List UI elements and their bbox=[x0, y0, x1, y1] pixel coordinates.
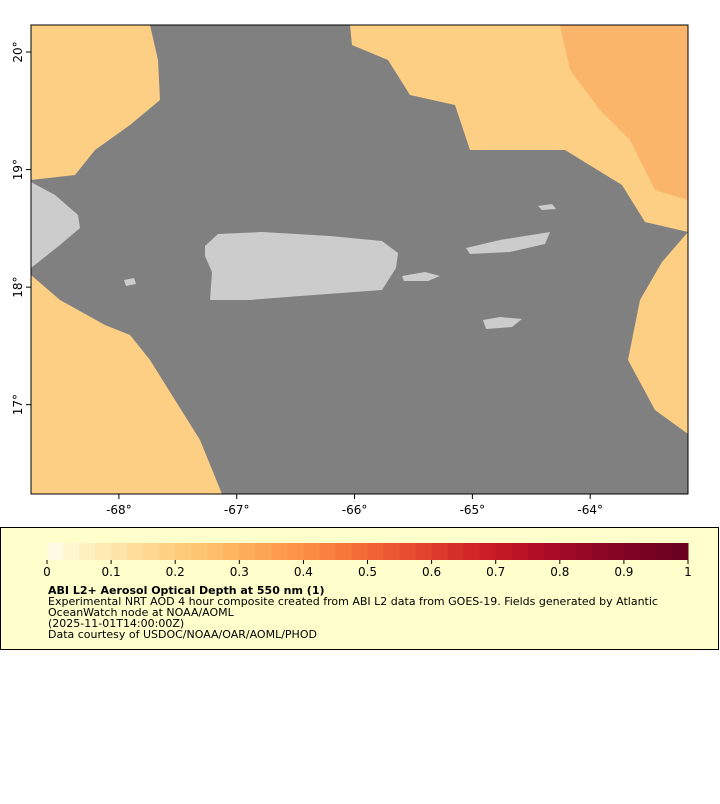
colorbar-segment bbox=[191, 543, 208, 560]
colorbar-segment bbox=[495, 543, 513, 560]
aerosol-field bbox=[560, 25, 688, 200]
colorbar-segment bbox=[223, 543, 240, 560]
colorbar-segment bbox=[511, 543, 529, 560]
land bbox=[205, 232, 398, 300]
colorbar-tick-label: 0.7 bbox=[486, 565, 505, 579]
map-frame bbox=[30, 24, 689, 495]
colorbar-segment bbox=[351, 543, 368, 560]
y-tick-label: 19° bbox=[11, 159, 25, 180]
land bbox=[466, 232, 550, 254]
x-tick-label: -68° bbox=[106, 503, 132, 517]
legend-title: ABI L2+ Aerosol Optical Depth at 550 nm … bbox=[48, 584, 325, 597]
colorbar-segment bbox=[255, 543, 272, 560]
colorbar-tick-label: 0.3 bbox=[230, 565, 249, 579]
x-tick-label: -64° bbox=[577, 503, 603, 517]
aerosol-field bbox=[31, 25, 160, 180]
colorbar-segment bbox=[447, 543, 465, 560]
legend-line: (2025-11-01T14:00:00Z) bbox=[48, 617, 184, 630]
colorbar-segment bbox=[431, 543, 449, 560]
colorbar-segment bbox=[607, 543, 625, 560]
colorbar-segment bbox=[575, 543, 593, 560]
colorbar-segment bbox=[159, 543, 176, 560]
colorbar-segment bbox=[47, 543, 64, 560]
colorbar-segment bbox=[415, 543, 433, 560]
colorbar-segment bbox=[175, 543, 192, 560]
colorbar-segment bbox=[655, 543, 673, 560]
colorbar-segment bbox=[591, 543, 609, 560]
colorbar-tick-label: 0.2 bbox=[166, 565, 185, 579]
colorbar-tick-label: 0.1 bbox=[102, 565, 121, 579]
colorbar-segment bbox=[127, 543, 144, 560]
colorbar-tick-label: 0.4 bbox=[294, 565, 313, 579]
colorbar-segment bbox=[335, 543, 352, 560]
colorbar-segment bbox=[95, 543, 112, 560]
x-tick-label: -67° bbox=[224, 503, 250, 517]
colorbar-segment bbox=[623, 543, 641, 560]
colorbar: 0 0.1 0.2 0.3 0.4 0.5 0.6 0.7 0.8 0.9 1 bbox=[43, 543, 692, 579]
colorbar-tick-label: 0.5 bbox=[358, 565, 377, 579]
colorbar-tick-label: 0.8 bbox=[550, 565, 569, 579]
legend-line: Data courtesy of USDOC/NOAA/OAR/AOML/PHO… bbox=[48, 628, 317, 641]
colorbar-tick-label: 0 bbox=[43, 565, 51, 579]
y-tick-label: 18° bbox=[11, 276, 25, 297]
colorbar-segment bbox=[239, 543, 256, 560]
colorbar-segment bbox=[303, 543, 320, 560]
colorbar-segment bbox=[527, 543, 545, 560]
colorbar-segment bbox=[671, 543, 689, 560]
colorbar-segment bbox=[479, 543, 497, 560]
colorbar-segment bbox=[559, 543, 577, 560]
colorbar-segment bbox=[111, 543, 128, 560]
map bbox=[31, 25, 688, 494]
x-tick-label: -66° bbox=[342, 503, 368, 517]
colorbar-segment bbox=[207, 543, 224, 560]
colorbar-segment bbox=[463, 543, 481, 560]
colorbar-segment bbox=[543, 543, 561, 560]
colorbar-tick-label: 0.6 bbox=[422, 565, 441, 579]
aerosol-field bbox=[628, 232, 688, 434]
land bbox=[124, 278, 136, 286]
land bbox=[31, 182, 80, 268]
y-tick-label: 17° bbox=[11, 394, 25, 415]
land bbox=[538, 204, 556, 210]
colorbar-segment bbox=[143, 543, 160, 560]
colorbar-segment bbox=[399, 543, 417, 560]
colorbar-segment bbox=[383, 543, 401, 560]
colorbar-segment bbox=[639, 543, 657, 560]
colorbar-segment bbox=[319, 543, 336, 560]
colorbar-tick-label: 1 bbox=[684, 565, 692, 579]
colorbar-segment bbox=[271, 543, 288, 560]
colorbar-tick-label: 0.9 bbox=[614, 565, 633, 579]
colorbar-segment bbox=[367, 543, 385, 560]
y-tick-label: 20° bbox=[11, 41, 25, 62]
x-tick-label: -65° bbox=[460, 503, 486, 517]
legend-line: Experimental NRT AOD 4 hour composite cr… bbox=[48, 595, 658, 608]
aerosol-field bbox=[31, 275, 222, 494]
axes: -68° -67° -66° -65° -64° 17° 18° 19° 20° bbox=[11, 41, 603, 517]
colorbar-segment bbox=[79, 543, 96, 560]
land bbox=[402, 272, 440, 281]
land bbox=[483, 317, 522, 329]
colorbar-segment bbox=[63, 543, 80, 560]
legend-line: OceanWatch node at NOAA/AOML bbox=[48, 606, 235, 619]
colorbar-segment bbox=[287, 543, 304, 560]
